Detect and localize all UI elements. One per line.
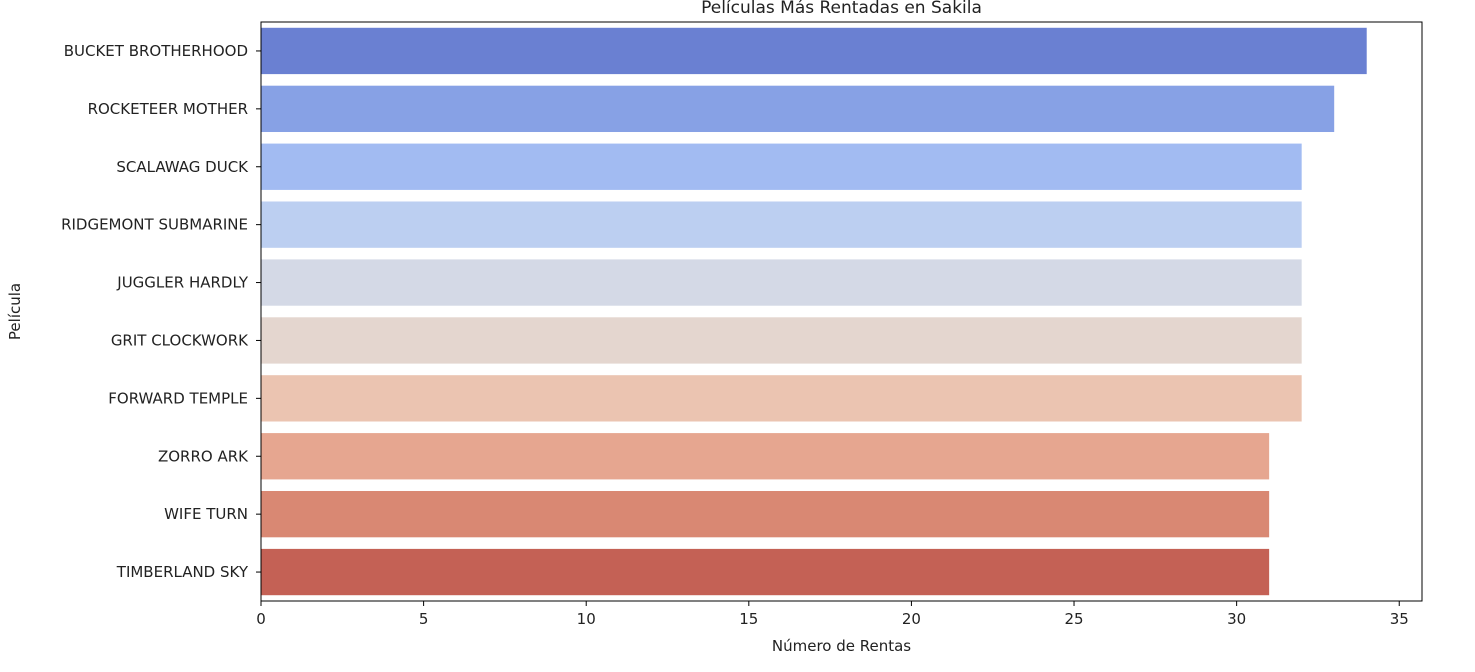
bar (261, 433, 1270, 480)
x-tick-label: 25 (1064, 610, 1083, 628)
chart-title: Películas Más Rentadas en Sakila (701, 0, 982, 18)
y-tick-label: BUCKET BROTHERHOOD (64, 42, 248, 60)
y-tick-label: SCALAWAG DUCK (116, 158, 249, 176)
y-tick-label: FORWARD TEMPLE (108, 389, 248, 407)
y-tick-label: ROCKETEER MOTHER (88, 100, 248, 118)
bar (261, 317, 1302, 364)
bar (261, 201, 1302, 248)
bar (261, 143, 1302, 190)
y-tick-label: JUGGLER HARDLY (116, 274, 249, 292)
plot-frame (260, 21, 1423, 602)
x-tick-label: 0 (256, 610, 266, 628)
x-tick-label: 15 (739, 610, 758, 628)
bar (261, 375, 1302, 422)
bar (261, 548, 1270, 596)
y-tick-label: TIMBERLAND SKY (116, 563, 249, 581)
bar (261, 27, 1367, 75)
bar (261, 490, 1270, 538)
x-tick-label: 35 (1390, 610, 1409, 628)
x-tick-label: 30 (1227, 610, 1246, 628)
y-tick-label: RIDGEMONT SUBMARINE (61, 216, 248, 234)
x-tick-label: 10 (577, 610, 596, 628)
bar (261, 259, 1302, 306)
y-tick-label: ZORRO ARK (158, 447, 249, 465)
x-axis: 0 5 10 15 20 25 30 35 (256, 601, 1409, 628)
bars-layer (261, 27, 1367, 596)
x-tick-label: 5 (419, 610, 429, 628)
x-axis-title: Número de Rentas (772, 637, 911, 655)
y-axis-title: Película (6, 283, 24, 340)
bar (261, 85, 1335, 133)
y-axis: BUCKET BROTHERHOOD ROCKETEER MOTHER SCALAW… (61, 42, 261, 581)
y-tick-label: WIFE TURN (164, 505, 248, 523)
y-tick-label: GRIT CLOCKWORK (111, 331, 249, 349)
x-tick-label: 20 (902, 610, 921, 628)
